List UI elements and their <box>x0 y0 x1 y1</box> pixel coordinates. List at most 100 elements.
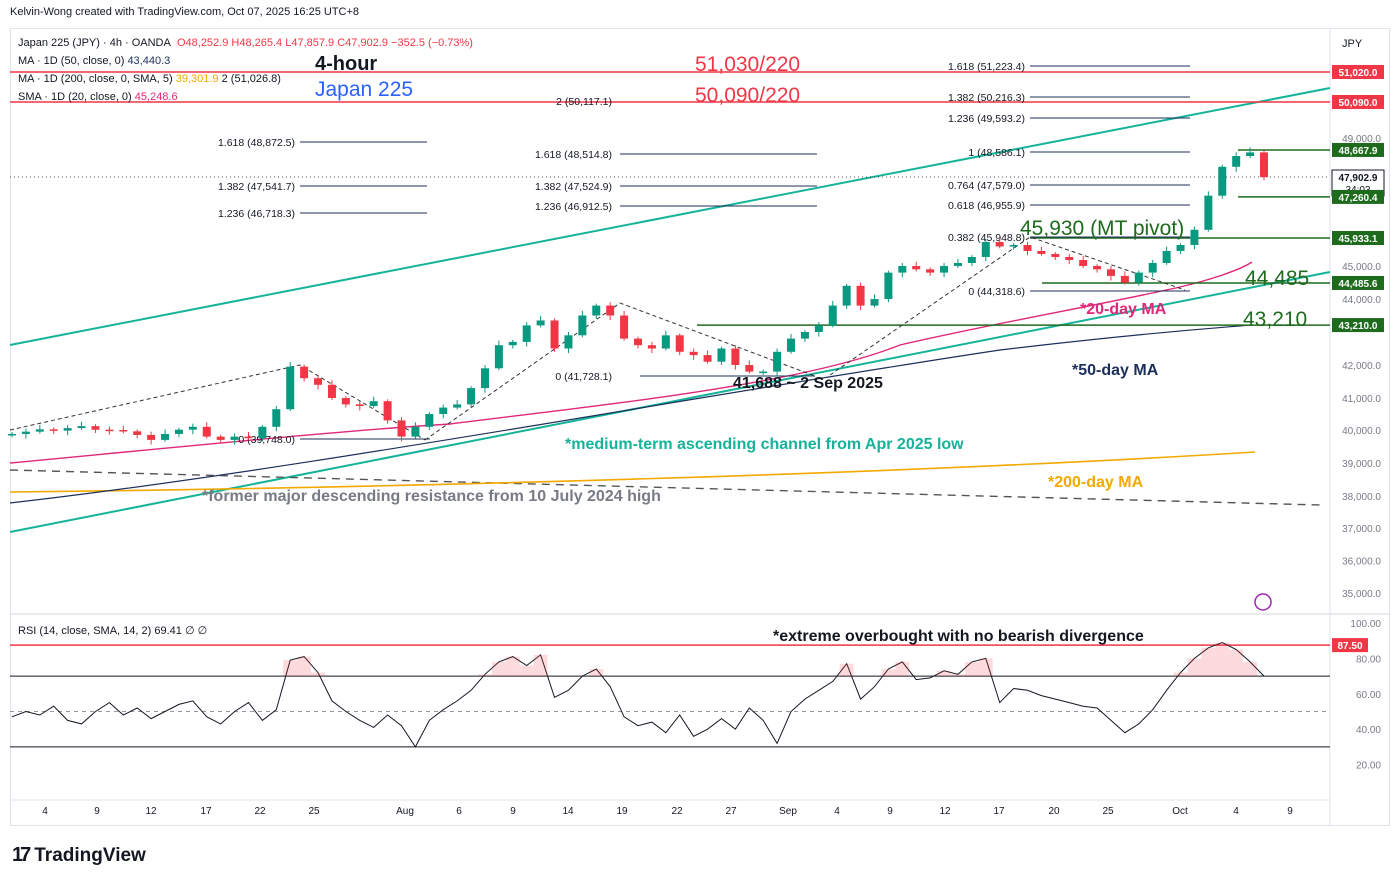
candle-body <box>341 398 350 405</box>
candle-body <box>91 426 100 430</box>
candle-body <box>1232 156 1241 167</box>
rsi-overbought-fill <box>589 669 604 677</box>
candle-body <box>870 299 879 306</box>
candle-body <box>1176 245 1185 251</box>
fib-level-label: 0.764 (47,579.0) <box>948 180 1025 192</box>
candle-body <box>1051 254 1060 257</box>
currency-label[interactable]: JPY <box>1342 38 1363 50</box>
time-tick-label: Sep <box>779 806 797 817</box>
candle-body <box>369 401 378 406</box>
candle-body <box>1148 263 1157 273</box>
rsi-overbought-fill <box>937 670 951 677</box>
candle-body <box>411 426 420 437</box>
candle-body <box>592 305 601 316</box>
rsi-overbought-fill <box>1187 658 1202 677</box>
candle-body <box>689 351 698 356</box>
candle-body <box>480 368 489 389</box>
candle-body <box>717 348 726 362</box>
time-tick-label: Oct <box>1172 806 1188 817</box>
price-tag-label: 51,020.0 <box>1339 68 1378 79</box>
annotation-channel: *medium-term ascending channel from Apr … <box>565 436 964 453</box>
candle-body <box>1009 245 1018 247</box>
level-label-44485: 44,485 <box>1245 267 1309 290</box>
rsi-legend[interactable]: RSI (14, close, SMA, 14, 2) 69.41 ∅ ∅ <box>18 625 208 637</box>
candle-body <box>105 429 114 432</box>
candle-body <box>494 345 503 369</box>
rsi-overbought-fill <box>1243 661 1258 677</box>
time-tick-label: 25 <box>1102 806 1114 817</box>
fib-level-label: 1.236 (46,718.3) <box>218 208 295 220</box>
candle-body <box>967 257 976 263</box>
fib-level-label: 1.382 (50,216.3) <box>948 92 1025 104</box>
candle-body <box>147 434 156 440</box>
candle-body <box>675 335 684 352</box>
candle-body <box>188 426 197 430</box>
price-tick-label: 42,000.0 <box>1342 361 1381 372</box>
candle-body <box>161 433 170 440</box>
candle-body <box>244 436 253 439</box>
candle-body <box>8 433 16 436</box>
candle-body <box>745 365 754 372</box>
chart-title: Japan 225 <box>315 78 413 101</box>
chart-legend: Japan 225 (JPY) · 4h · OANDA O48,252.9 H… <box>18 34 473 106</box>
candle-body <box>1023 245 1032 251</box>
candle-body <box>703 355 712 362</box>
rsi-overbought-fill <box>505 656 520 677</box>
ma20-line <box>9 261 1253 464</box>
rsi-tick-label: 40.00 <box>1356 725 1381 736</box>
time-tick-label: 9 <box>1287 806 1293 817</box>
price-tag-label: 48,667.9 <box>1339 146 1378 157</box>
chart-frame <box>10 28 1390 826</box>
chart-subtitle: 4-hour <box>315 53 377 75</box>
candle-body <box>940 266 949 273</box>
candle-body <box>1093 266 1102 270</box>
swing-dashed-2 <box>424 302 816 441</box>
candle-body <box>63 428 72 431</box>
candle-body <box>898 266 907 273</box>
time-tick-label: Aug <box>396 806 414 817</box>
rsi-overbought-fill <box>1229 649 1244 677</box>
rsi-overbought-fill <box>478 674 492 677</box>
rsi-overbought-fill <box>491 661 506 677</box>
candle-body <box>647 345 656 349</box>
candle-body <box>174 429 183 434</box>
candle-body <box>355 404 364 406</box>
rsi-overbought-fill <box>1215 642 1230 677</box>
legend-symbol[interactable]: Japan 225 (JPY) · 4h · OANDA O48,252.9 H… <box>18 37 473 49</box>
candle-body <box>536 320 545 326</box>
annotation-resistance: *former major descending resistance from… <box>202 488 661 505</box>
fib-level-label: 1.236 (49,593.2) <box>948 113 1025 125</box>
price-tag-bg <box>1332 275 1384 290</box>
candle-body <box>1204 195 1213 230</box>
candle-body <box>800 332 809 339</box>
fib-level-label: 1.618 (48,514.8) <box>535 149 612 161</box>
rsi-tick-label: 20.00 <box>1356 761 1381 772</box>
level-label-50090: 50,090/220 <box>695 84 800 107</box>
fib-level-label: 1.382 (47,541.7) <box>218 181 295 193</box>
price-tick-label: 44,000.0 <box>1342 295 1381 306</box>
price-tag-label: 43,210.0 <box>1339 321 1378 332</box>
descending-resistance-line <box>9 469 1321 506</box>
candle-body <box>926 269 935 273</box>
candle-body <box>508 341 517 346</box>
tradingview-logo-icon: 17 <box>12 844 31 866</box>
candle-body <box>1260 152 1268 178</box>
price-tick-label: 37,000.0 <box>1342 524 1381 535</box>
candle-body <box>564 335 573 349</box>
candle-body <box>77 426 86 429</box>
candle-body <box>133 431 142 435</box>
legend-sma20[interactable]: SMA · 1D (20, close, 0) 45,248.6 <box>18 91 178 103</box>
price-tag-bg <box>1332 189 1384 204</box>
candle-body <box>35 429 44 432</box>
candle-body <box>842 285 851 306</box>
level-label-51030: 51,030/220 <box>695 53 800 76</box>
legend-ma200[interactable]: MA · 1D (200, close, 0, SMA, 5) 39,301.9… <box>18 73 281 85</box>
time-tick-label: 12 <box>145 806 157 817</box>
legend-ma50[interactable]: MA · 1D (50, close, 0) 43,440.3 <box>18 55 171 67</box>
candle-body <box>620 315 629 339</box>
price-tag-bg <box>1332 142 1384 157</box>
candle-body <box>1120 275 1129 283</box>
candle-body <box>286 366 295 410</box>
price-tag-label: 45,933.1 <box>1339 234 1378 245</box>
